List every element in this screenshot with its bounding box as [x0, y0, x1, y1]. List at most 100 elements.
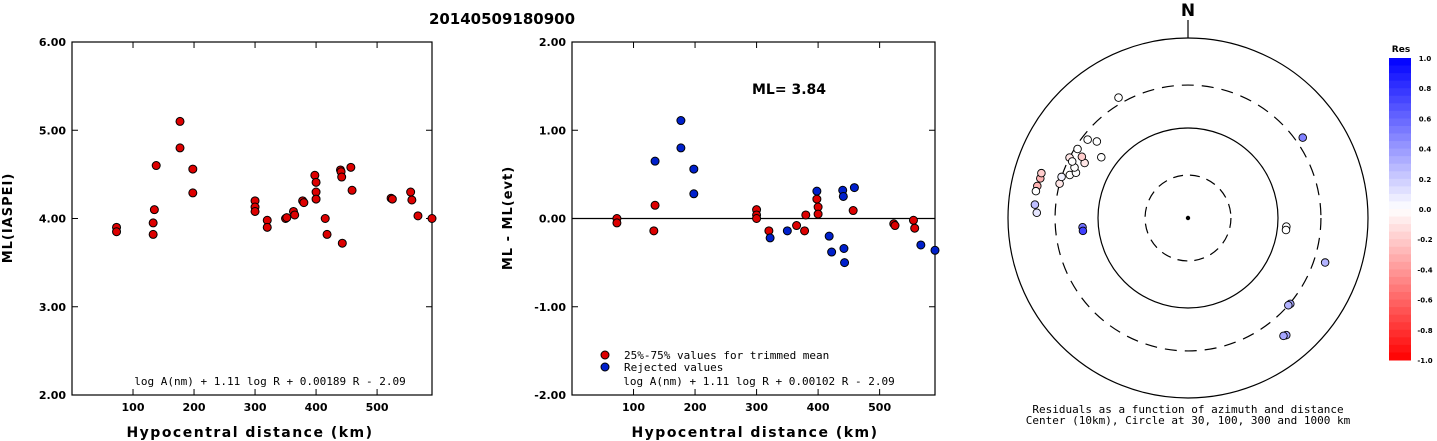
page-title: 20140509180900	[429, 10, 575, 28]
colorbar-band-29	[1389, 276, 1411, 285]
ring-30km	[1144, 174, 1232, 262]
ml-residual-chart: 100 200 300 400 500 -2.00 -1.00 0.00 1.00 2.00	[534, 36, 940, 414]
colorbar-band-31	[1389, 292, 1411, 301]
colorbar-band-26	[1389, 254, 1411, 263]
chart1-station-point-35	[406, 187, 416, 197]
chart2-rejected-point-8	[824, 231, 834, 241]
colorbar-band-23	[1389, 231, 1411, 240]
colorbar-band-5	[1389, 95, 1411, 104]
polar-station-1	[1114, 93, 1123, 102]
chart2-trimmed-point-14	[848, 206, 858, 216]
north-label: N	[1181, 1, 1195, 21]
polar-station-25	[1320, 258, 1330, 267]
polar-station-15	[1037, 168, 1046, 178]
center-point	[1185, 215, 1191, 221]
colorbar-tick-1.0: 1.0	[1419, 55, 1432, 63]
chart2-ytick-label--1.00: -1.00	[534, 301, 566, 314]
colorbar-band-0	[1389, 58, 1411, 67]
chart1-station-point-24	[311, 194, 321, 204]
colorbar-band-24	[1389, 239, 1411, 248]
chart1-xtick-label-200: 200	[183, 401, 206, 414]
chart1-station-point-31	[346, 162, 356, 172]
legend-rejected-marker	[600, 362, 610, 372]
colorbar-band-7	[1389, 110, 1411, 119]
ring-1000km	[1007, 37, 1369, 399]
chart1-ytick-label-4.00: 4.00	[39, 213, 66, 226]
chart1-station-point-1	[112, 227, 122, 237]
colorbar-band-38	[1389, 344, 1411, 353]
colorbar-band-11	[1389, 141, 1411, 150]
chart1-station-point-20	[299, 198, 309, 208]
colorbar-band-37	[1389, 337, 1411, 346]
chart2-rejected-point-15	[916, 240, 926, 250]
colorbar-band-15	[1389, 171, 1411, 180]
ring-100km	[1097, 127, 1279, 309]
chart2-trimmed-point-13	[813, 209, 823, 219]
chart1-ytick-label-2.00: 2.00	[39, 389, 66, 402]
chart1-station-point-22	[311, 177, 321, 187]
chart2-xtick-label-200: 200	[684, 401, 707, 414]
chart1-ytick-label-6.00: 6.00	[39, 36, 66, 49]
colorbar-band-10	[1389, 133, 1411, 142]
chart1-xtick-label-100: 100	[122, 401, 145, 414]
chart1-station-point-8	[188, 164, 198, 174]
chart2-rejected-point-14	[849, 183, 859, 193]
polar-station-11	[1097, 153, 1106, 162]
colorbar-band-39	[1389, 352, 1411, 361]
polar-station-19	[1032, 208, 1042, 217]
polar-station-22	[1298, 133, 1307, 142]
chart1-station-point-18	[290, 210, 300, 220]
chart1-station-point-4	[149, 205, 159, 215]
colorbar-band-3	[1389, 80, 1411, 89]
chart1-xtick-label-300: 300	[244, 401, 267, 414]
chart1-station-point-9	[188, 188, 198, 198]
chart2-rejected-point-3	[689, 164, 699, 174]
colorbar-band-12	[1389, 148, 1411, 157]
chart1-frame	[71, 41, 433, 396]
chart1-xtick-label-500: 500	[366, 401, 389, 414]
colorbar-tick--0.2: -0.2	[1417, 236, 1432, 244]
chart2-formula: log A(nm) + 1.11 log R + 0.00102 R - 2.0…	[623, 375, 895, 388]
chart2-trimmed-point-3	[650, 200, 660, 210]
colorbar-band-36	[1389, 329, 1411, 338]
chart1-station-point-6	[175, 116, 185, 126]
polar-station-13	[1092, 137, 1102, 146]
colorbar-band-33	[1389, 307, 1411, 316]
ml-iaspei-chart: 100 200 300 400 500 2.00 3.00 4.00 5.00 6.00	[39, 36, 437, 414]
chart2-ytick-label-2.00: 2.00	[539, 36, 566, 49]
legend-trimmed-marker	[600, 350, 610, 360]
colorbar-tick-0.2: 0.2	[1419, 176, 1432, 184]
chart2-xtick-label-300: 300	[745, 401, 768, 414]
chart2-ytick-label-1.00: 1.00	[539, 124, 566, 137]
polar-station-7	[1067, 157, 1077, 166]
colorbar-band-8	[1389, 118, 1411, 127]
polar-station-21	[1078, 226, 1088, 236]
polar-station-27	[1284, 300, 1293, 310]
chart1-station-point-12	[250, 206, 260, 216]
polar-station-10	[1073, 144, 1082, 154]
chart2-trimmed-point-6	[752, 214, 762, 223]
chart2-trimmed-point-8	[792, 221, 802, 231]
chart2-rejected-point-2	[676, 143, 686, 153]
chart2-trimmed-point-1	[612, 218, 622, 228]
colorbar-band-34	[1389, 314, 1411, 323]
colorbar-band-30	[1389, 284, 1411, 293]
colorbar-band-16	[1389, 178, 1411, 187]
colorbar-band-2	[1389, 73, 1411, 82]
chart2-xlabel: Hypocentral distance (km)	[631, 425, 878, 441]
colorbar-title: Res	[1392, 45, 1410, 55]
chart2-trimmed-point-9	[800, 226, 810, 236]
chart2-trimmed-point-17	[908, 215, 918, 225]
legend-rejected-label: Rejected values	[624, 361, 723, 374]
colorbar-band-25	[1389, 246, 1411, 255]
chart1-station-point-3	[148, 218, 158, 228]
colorbar-band-6	[1389, 103, 1411, 112]
chart1-station-point-29	[337, 172, 347, 182]
chart2-ytick-label--2.00: -2.00	[534, 389, 566, 402]
colorbar-tick-0.4: 0.4	[1419, 146, 1432, 154]
chart1-station-point-34	[387, 194, 397, 204]
chart2-rejected-point-0	[650, 156, 660, 166]
chart2-rejected-point-4	[689, 189, 699, 199]
chart1-station-point-5	[151, 161, 161, 171]
